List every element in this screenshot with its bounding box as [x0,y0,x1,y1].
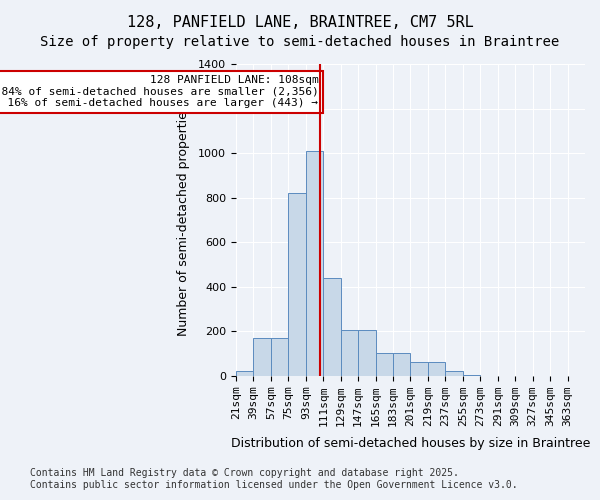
Bar [236,371,253,376]
Text: Contains HM Land Registry data © Crown copyright and database right 2025.
Contai: Contains HM Land Registry data © Crown c… [30,468,518,490]
Bar [323,278,341,376]
Bar [445,371,463,376]
Bar [376,354,393,376]
Bar [341,330,358,376]
Text: 128 PANFIELD LANE: 108sqm
← 84% of semi-detached houses are smaller (2,356)
  16: 128 PANFIELD LANE: 108sqm ← 84% of semi-… [0,75,319,108]
Bar [289,193,306,376]
Bar [393,354,410,376]
Bar [271,338,289,376]
Bar [306,151,323,376]
Y-axis label: Number of semi-detached properties: Number of semi-detached properties [177,104,190,336]
Bar [463,374,480,376]
Text: 128, PANFIELD LANE, BRAINTREE, CM7 5RL: 128, PANFIELD LANE, BRAINTREE, CM7 5RL [127,15,473,30]
Bar [358,330,376,376]
Bar [253,338,271,376]
Bar [410,362,428,376]
Text: Size of property relative to semi-detached houses in Braintree: Size of property relative to semi-detach… [40,35,560,49]
Bar [428,362,445,376]
X-axis label: Distribution of semi-detached houses by size in Braintree: Distribution of semi-detached houses by … [231,437,590,450]
